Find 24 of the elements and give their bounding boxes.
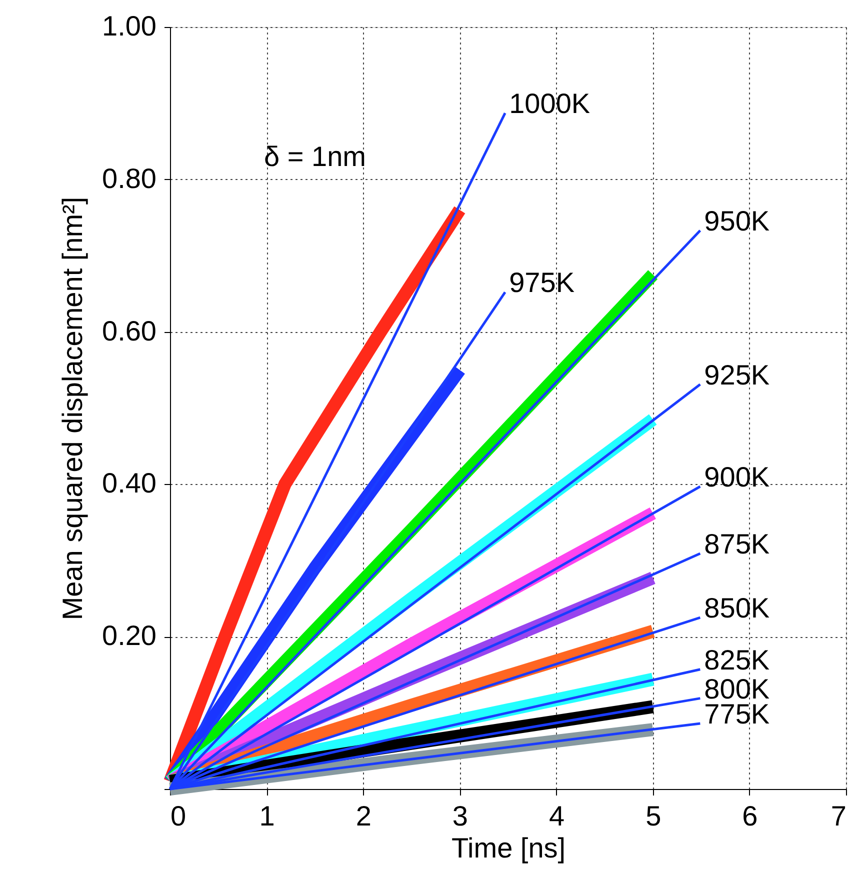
series-label: 850K — [704, 592, 770, 624]
x-tick-label: 0 — [170, 800, 186, 832]
y-tick-label: 0.40 — [102, 468, 156, 499]
annotation: δ = 1nm — [264, 141, 366, 172]
y-tick-label: 0.60 — [102, 315, 156, 346]
x-tick-label: 6 — [742, 800, 758, 832]
series-label: 825K — [704, 644, 770, 676]
series-label: 925K — [704, 359, 770, 390]
x-tick-label: 5 — [646, 800, 662, 832]
series-label: 875K — [704, 528, 770, 560]
x-tick-label: 4 — [548, 800, 565, 832]
x-tick-label: 2 — [356, 800, 372, 832]
y-tick-label: 0.20 — [102, 620, 156, 652]
y-tick-label: 0.80 — [102, 162, 156, 194]
y-axis-title: Mean squared displacement [nm²] — [57, 196, 88, 620]
series-label: 950K — [704, 205, 770, 236]
y-tick-label: 1.00 — [102, 10, 156, 42]
x-axis-title: Time [ns] — [451, 832, 566, 864]
series-label: 1000K — [509, 88, 590, 120]
x-tick-label: 1 — [259, 800, 275, 832]
series-label: 900K — [704, 461, 770, 492]
x-tick-label: 3 — [452, 800, 468, 832]
series-label: 975K — [509, 267, 575, 298]
x-tick-label: 7 — [830, 800, 846, 832]
